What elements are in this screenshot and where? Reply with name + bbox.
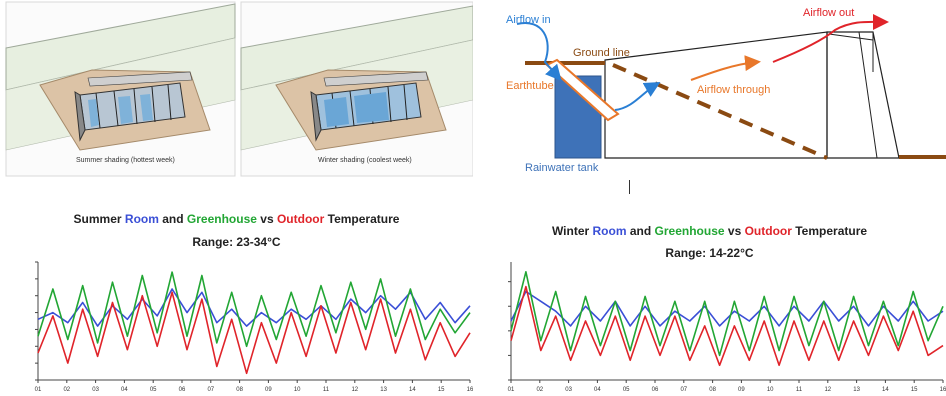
shading-renderings [5, 1, 474, 177]
earthtube-label: Earthtube [506, 80, 554, 92]
ground-line-label: Ground line [573, 47, 630, 59]
summer-x-tick-label: 01 [35, 387, 42, 393]
airflow-in-arrow [516, 22, 562, 82]
winter-x-tick-label: 08 [709, 387, 716, 393]
summer-x-tick-label: 14 [409, 387, 416, 393]
winter-title-part-2: and [626, 224, 655, 238]
winter-title-part-6: Temperature [791, 224, 868, 238]
winter-x-tick-label: 06 [652, 387, 659, 393]
airflow-out-arrow [772, 13, 889, 63]
summer-x-tick-label: 11 [323, 387, 330, 393]
summer-x-tick-label: 07 [207, 387, 214, 393]
summer-title-part-0: Summer [73, 212, 125, 226]
winter-caption: Winter shading (coolest week) [318, 157, 412, 164]
airflow-in-label: Airflow in [506, 14, 551, 26]
winter-x-tick-label: 16 [940, 387, 946, 393]
summer-title-part-6: Temperature [324, 212, 400, 226]
winter-x-tick-label: 01 [508, 387, 515, 393]
greenhouse-outline [826, 31, 900, 159]
winter-x-tick-label: 02 [536, 387, 543, 393]
winter-title-outdoor: Outdoor [744, 224, 792, 238]
summer-x-tick-label: 05 [150, 387, 157, 393]
airflow-out-label: Airflow out [803, 7, 855, 19]
winter-title-part-0: Winter [551, 224, 593, 238]
summer-x-tick-label: 03 [92, 387, 99, 393]
airflow-tube-arrow [614, 82, 661, 111]
winter-range-label: Range: 14-22°C [665, 246, 754, 260]
summer-x-tick-label: 02 [63, 387, 70, 393]
summer-x-tick-label: 15 [438, 387, 445, 393]
winter-shading-render [240, 1, 474, 177]
summer-x-tick-label: 09 [265, 387, 272, 393]
winter-title-room: Room [592, 224, 627, 238]
summer-chart-title: Summer Room and Greenhouse vs Outdoor Te… [0, 212, 473, 226]
rainwater-tank-label: Rainwater tank [525, 162, 599, 174]
winter-title-part-4: vs [724, 224, 745, 238]
summer-title-room: Room [124, 212, 159, 226]
winter-x-tick-label: 13 [853, 387, 860, 393]
airflow-diagram: Airflow in Airflow out Ground line Earth… [473, 0, 946, 194]
summer-chart: Summer Room and Greenhouse vs Outdoor Te… [0, 200, 473, 396]
summer-range-label: Range: 23-34°C [192, 235, 281, 249]
summer-title-part-2: and [158, 212, 187, 226]
summer-x-tick-label: 08 [236, 387, 243, 393]
winter-x-tick-label: 12 [824, 387, 831, 393]
winter-x-tick-label: 14 [882, 387, 889, 393]
summer-title-greenhouse: Greenhouse [186, 212, 257, 226]
winter-series-room [510, 290, 944, 327]
summer-title-part-4: vs [256, 212, 277, 226]
summer-series-outdoor [37, 291, 471, 375]
winter-chart-plot: 01 02 03 04 05 06 07 08 09 10 11 12 13 14 15 16 [508, 262, 946, 393]
winter-x-tick-label: 04 [594, 387, 601, 393]
summer-x-tick-label: 10 [294, 387, 301, 393]
summer-x-tick-label: 12 [351, 387, 358, 393]
airflow-through-arrow [690, 55, 761, 81]
winter-x-tick-label: 11 [796, 387, 803, 393]
summer-shading-render [5, 1, 236, 177]
summer-series-greenhouse [37, 271, 471, 348]
winter-series-greenhouse [510, 271, 944, 357]
summer-title-outdoor: Outdoor [276, 212, 325, 226]
winter-x-tick-label: 15 [911, 387, 918, 393]
summer-x-tick-label: 16 [467, 387, 473, 393]
winter-x-tick-label: 10 [767, 387, 774, 393]
winter-title-greenhouse: Greenhouse [654, 224, 725, 238]
summer-x-tick-label: 13 [380, 387, 387, 393]
winter-x-tick-label: 09 [738, 387, 745, 393]
winter-x-tick-label: 07 [680, 387, 687, 393]
winter-x-tick-label: 05 [623, 387, 630, 393]
earthtube [545, 58, 620, 122]
winter-chart: Winter Room and Greenhouse vs Outdoor Te… [473, 200, 946, 396]
airflow-diagram-svg [516, 13, 946, 160]
summer-caption: Summer shading (hottest week) [76, 157, 175, 164]
winter-x-tick-label: 03 [565, 387, 572, 393]
winter-chart-title: Winter Room and Greenhouse vs Outdoor Te… [473, 224, 946, 238]
summer-x-tick-label: 06 [179, 387, 186, 393]
renderings-panel: Summer shading (hottest week) Winter sha… [0, 0, 474, 178]
summer-x-tick-label: 04 [121, 387, 128, 393]
airflow-through-label: Airflow through [697, 84, 771, 96]
summer-chart-plot: 01 02 03 04 05 06 07 08 09 10 11 12 13 14 15 16 [35, 261, 473, 393]
text-cursor-icon [629, 180, 630, 194]
winter-series-outdoor [510, 285, 944, 367]
